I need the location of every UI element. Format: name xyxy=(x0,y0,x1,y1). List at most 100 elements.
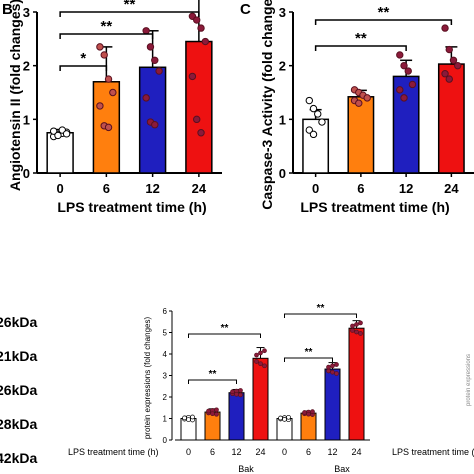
panel-d-significance-bracket xyxy=(188,333,261,338)
panel-b-x-tick-label: 12 xyxy=(145,181,159,196)
panel-d-data-point xyxy=(214,407,219,413)
panel-b-data-point xyxy=(193,115,201,124)
panel-d-data-point xyxy=(334,371,339,376)
panel-c-data-point xyxy=(318,118,326,126)
panel-d-x-tick-label: 6 xyxy=(306,447,311,457)
panel-b-xlabel: LPS treatment time (h) xyxy=(57,199,206,215)
panel-c-significance-bracket xyxy=(314,19,453,25)
panel-c-y-tick-label: 0 xyxy=(279,166,286,181)
panel-c-data-point xyxy=(363,94,371,102)
panel-c-data-point xyxy=(445,75,453,83)
panel-d-data-point xyxy=(358,331,363,336)
panel-b-significance-bracket xyxy=(59,33,154,39)
panel-b-significance-label: * xyxy=(80,50,86,67)
panel-b-data-point xyxy=(151,121,159,129)
panel-d-y-tick-label: 1 xyxy=(163,415,168,424)
panel-d-x-tick-label: 12 xyxy=(327,447,337,457)
panel-d-significance-label: ** xyxy=(305,347,313,358)
panel-d-data-point xyxy=(238,388,243,393)
panel-c-data-point xyxy=(305,126,313,134)
panel-c-xlabel: LPS treatment time (h) xyxy=(300,199,449,215)
panel-c-data-point xyxy=(449,56,458,64)
panel-d-significance-bracket xyxy=(188,379,237,384)
panel-d-data-point xyxy=(358,320,363,326)
panel-d-x-tick-label: 0 xyxy=(186,447,191,457)
panel-label-b: B xyxy=(2,1,13,18)
panel-b-data-point xyxy=(100,51,108,59)
panel-d-data-point xyxy=(254,359,259,364)
panel-b-significance-label: ** xyxy=(124,0,136,13)
panel-d-data-point xyxy=(254,352,259,358)
panel-c-data-point xyxy=(441,24,449,32)
panel-d-significance-label: ** xyxy=(221,323,229,334)
blot-label-list: 26kDa 21kDa 26kDa 28kDa 42kDa xyxy=(0,314,37,466)
panel-d-data-point xyxy=(330,363,335,369)
panel-c-data-point xyxy=(314,110,322,118)
panel-b-data-point xyxy=(109,88,117,97)
panel-b-significance-bracket xyxy=(59,65,108,71)
blot-label: 28kDa xyxy=(0,416,37,432)
panel-b-significance-bracket xyxy=(59,11,200,17)
panel-d-data-point xyxy=(182,415,187,421)
panel-d-data-point xyxy=(262,348,267,354)
blot-label: 26kDa xyxy=(0,382,37,398)
panel-b-data-point xyxy=(142,27,150,35)
panel-b-x-tick-label: 24 xyxy=(192,181,207,196)
panel-d-data-point xyxy=(190,414,195,420)
panel-d-data-point xyxy=(310,409,315,414)
panel-b-data-point xyxy=(49,127,58,135)
panel-d-data-point xyxy=(186,417,191,422)
panel-d-data-point xyxy=(306,411,311,417)
panel-b-data-point xyxy=(96,43,104,51)
panel-c-significance-label: ** xyxy=(378,4,390,21)
panel-d-y-tick-label: 5 xyxy=(163,329,168,338)
panel-d-significance-label: ** xyxy=(317,303,325,314)
panel-d-data-point xyxy=(278,415,283,421)
panel-d-data-point xyxy=(230,389,235,395)
panel-d-data-point xyxy=(330,369,335,375)
panel-c-x-tick-label: 0 xyxy=(312,181,319,196)
panel-d-xlabel: LPS treatment time (h) xyxy=(68,447,159,457)
panel-d-significance-bracket xyxy=(284,357,333,362)
panel-d-data-point xyxy=(262,363,267,369)
panel-b-data-point xyxy=(201,37,210,46)
panel-b-data-point xyxy=(193,16,201,24)
panel-d-data-point xyxy=(258,361,263,367)
panel-c-significance-bracket xyxy=(314,45,407,51)
panel-d-bar xyxy=(324,368,341,441)
panel-d-data-point xyxy=(210,411,215,417)
panel-c-data-point xyxy=(309,104,318,113)
panel-d-x-tick-label: 12 xyxy=(231,447,241,457)
panel-b-data-point xyxy=(155,67,163,75)
panel-label-c: C xyxy=(240,1,251,18)
panel-d-data-point xyxy=(302,410,307,415)
panel-c-x-tick-label: 6 xyxy=(357,181,364,196)
panel-d-data-point xyxy=(206,408,211,414)
panel-b-bar xyxy=(185,40,213,174)
panel-d-data-point xyxy=(238,392,243,398)
panel-c-bar xyxy=(347,96,375,174)
panel-c-data-point xyxy=(445,45,453,54)
panel-b-data-point xyxy=(96,102,104,110)
panel-d-bar xyxy=(300,412,317,441)
panel-d-x-tick-label: 0 xyxy=(282,447,287,457)
panel-b-y-tick-label: 2 xyxy=(23,59,30,74)
panel-c-data-point xyxy=(305,96,313,105)
panel-d-data-point xyxy=(282,417,287,422)
panel-d-data-point xyxy=(350,328,355,333)
panel-b-data-point xyxy=(197,24,205,32)
panel-c-data-point xyxy=(454,61,462,70)
panel-c-y-tick-label: 3 xyxy=(279,5,286,20)
panel-d-x-tick-label: 24 xyxy=(351,447,361,457)
panel-c-y-tick-label: 1 xyxy=(279,112,286,127)
panel-c-x-tick-label: 12 xyxy=(399,181,413,196)
panel-b-y-tick-label: 1 xyxy=(23,112,30,127)
panel-d-data-point xyxy=(334,362,339,367)
panel-c-data-point xyxy=(396,86,404,94)
panel-d-data-point xyxy=(326,368,331,374)
blot-label: 42kDa xyxy=(0,450,37,466)
panel-c-x-tick-label: 24 xyxy=(444,181,459,196)
group-label-bax: Bax xyxy=(334,464,350,474)
panel-c-data-point xyxy=(400,94,408,102)
